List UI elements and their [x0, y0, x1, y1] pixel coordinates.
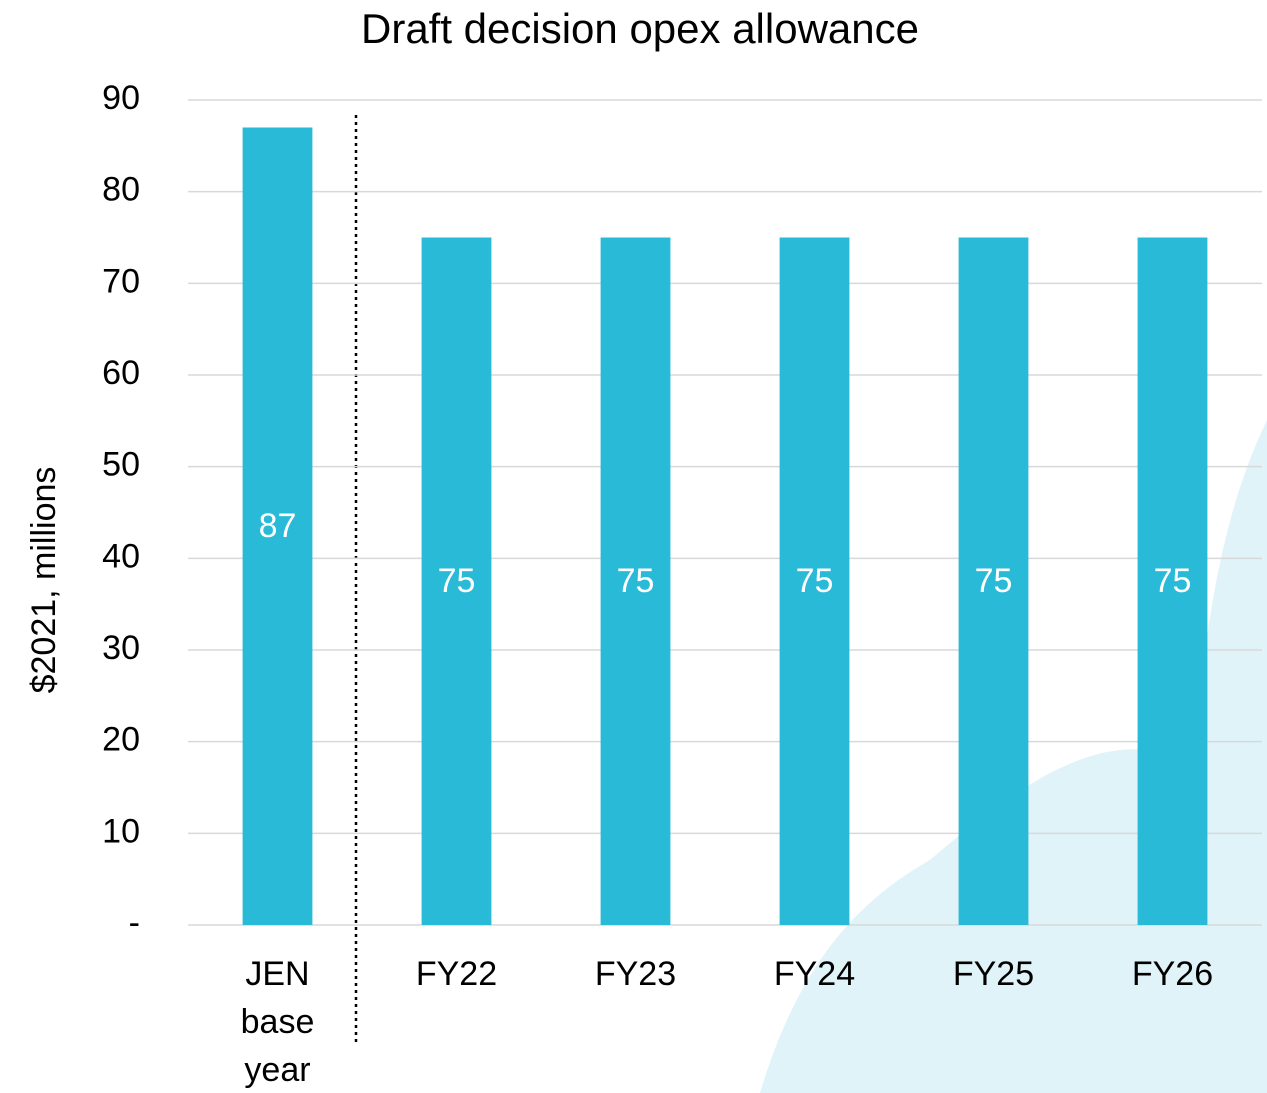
- y-axis-label: $2021, millions: [25, 467, 63, 694]
- y-tick-label: -: [129, 904, 140, 942]
- x-tick-label: FY22: [392, 950, 522, 998]
- chart: Draft decision opex allowance $2021, mil…: [0, 0, 1267, 1093]
- y-tick-label: 30: [102, 629, 140, 667]
- y-tick-label: 10: [102, 812, 140, 850]
- page: Draft decision opex allowance $2021, mil…: [0, 0, 1267, 1093]
- y-tick-label: 90: [102, 79, 140, 117]
- x-tick-label: FY23: [571, 950, 701, 998]
- x-tick-label: FY24: [750, 950, 880, 998]
- data-label: 75: [617, 562, 655, 600]
- x-tick-label: JEN base year: [213, 950, 343, 1093]
- y-tick-label: 50: [102, 446, 140, 484]
- y-tick-label: 60: [102, 354, 140, 392]
- data-label: 75: [796, 562, 834, 600]
- chart-title: Draft decision opex allowance: [361, 5, 919, 52]
- data-label: 87: [259, 507, 297, 545]
- data-label: 75: [438, 562, 476, 600]
- y-tick-label: 70: [102, 262, 140, 300]
- data-label: 75: [1154, 562, 1192, 600]
- x-tick-label: FY26: [1108, 950, 1238, 998]
- y-tick-label: 40: [102, 537, 140, 575]
- y-tick-label: 20: [102, 721, 140, 759]
- data-label: 75: [975, 562, 1013, 600]
- x-tick-label: FY25: [929, 950, 1059, 998]
- y-tick-label: 80: [102, 171, 140, 209]
